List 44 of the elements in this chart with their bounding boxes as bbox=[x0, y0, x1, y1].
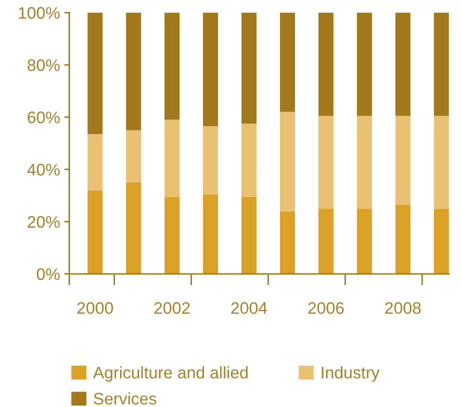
bar bbox=[434, 12, 449, 116]
y-tick-label: 80% bbox=[28, 59, 60, 72]
legend-label: Agriculture and allied bbox=[93, 366, 248, 382]
x-tick-label: 2006 bbox=[308, 302, 344, 314]
y-tick-label: 0% bbox=[36, 268, 60, 280]
bar bbox=[126, 182, 142, 274]
bar bbox=[241, 12, 256, 124]
bar bbox=[434, 208, 449, 274]
bar bbox=[241, 196, 256, 274]
bar bbox=[164, 196, 180, 274]
x-tick-label: 2004 bbox=[231, 302, 268, 314]
bar bbox=[318, 12, 334, 116]
bar bbox=[203, 126, 218, 194]
bar bbox=[88, 190, 103, 274]
bar bbox=[318, 116, 334, 209]
bar bbox=[434, 116, 449, 209]
y-tick-label: 20% bbox=[28, 216, 60, 228]
bar bbox=[88, 134, 103, 190]
x-tick-label: 2000 bbox=[77, 302, 113, 314]
legend-label: Industry bbox=[322, 366, 380, 382]
bar bbox=[356, 208, 372, 274]
bar bbox=[203, 194, 218, 274]
y-tick-label: 60% bbox=[28, 112, 60, 124]
bar bbox=[318, 208, 334, 274]
y-tick-label: 40% bbox=[27, 164, 60, 176]
bar bbox=[126, 130, 142, 182]
legend-label: Services bbox=[94, 392, 156, 405]
bar bbox=[280, 112, 295, 212]
bar bbox=[280, 211, 295, 274]
bar bbox=[241, 124, 256, 197]
x-tick-label: 2008 bbox=[385, 302, 421, 314]
bar bbox=[356, 12, 372, 116]
x-tick-label: 2002 bbox=[154, 302, 190, 314]
bar bbox=[395, 116, 410, 205]
bar bbox=[164, 120, 180, 197]
bar bbox=[356, 116, 372, 209]
bar bbox=[164, 12, 180, 120]
y-tick-label: 100% bbox=[18, 7, 60, 19]
bar bbox=[126, 12, 142, 130]
bar bbox=[280, 12, 295, 112]
bar bbox=[395, 204, 410, 274]
bar bbox=[395, 12, 410, 116]
bar bbox=[88, 12, 103, 134]
bar bbox=[203, 12, 218, 126]
